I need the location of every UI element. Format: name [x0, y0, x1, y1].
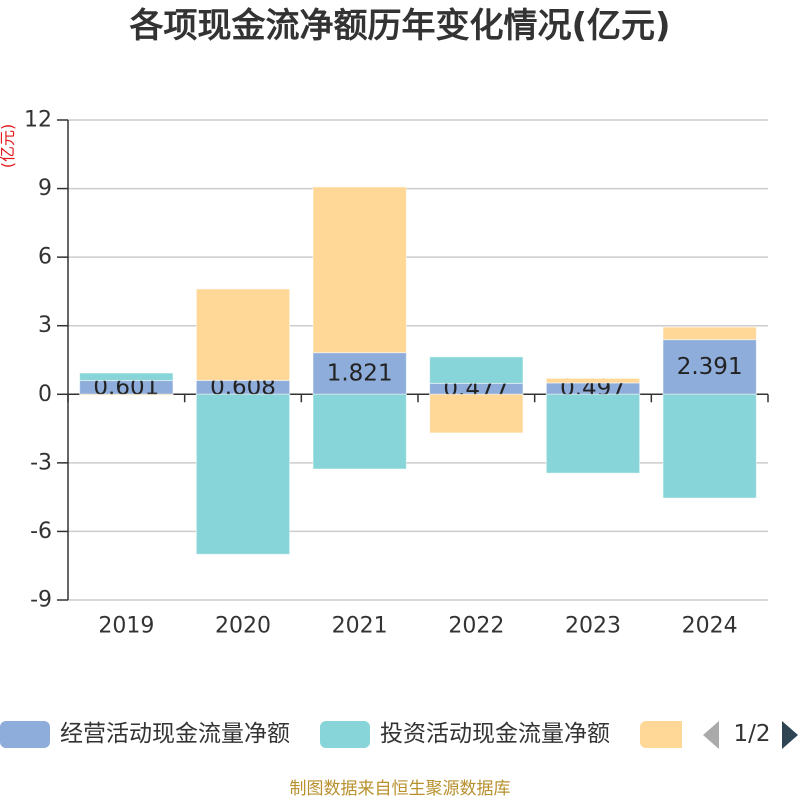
- legend-item-financing[interactable]: [640, 721, 682, 748]
- bar: [312, 393, 407, 470]
- bar: [662, 393, 757, 499]
- y-tick-label: -6: [30, 519, 52, 544]
- legend-prev-page-icon[interactable]: [702, 720, 720, 750]
- bar: [545, 377, 641, 384]
- x-tick-label: 2021: [332, 614, 388, 639]
- x-tick-label: 2020: [215, 614, 271, 639]
- bar: [195, 288, 291, 381]
- bar: [662, 326, 757, 341]
- x-axis: 2019 2020 2021 2022 2023 2024: [67, 393, 769, 639]
- y-axis: 12 9 6 3 0 -3 -6 -9: [24, 108, 69, 613]
- x-tick-label: 2019: [98, 614, 154, 639]
- bar-data-label: 1.821: [327, 360, 393, 386]
- bar: [195, 393, 291, 555]
- bar: [79, 393, 174, 396]
- y-tick-label: 9: [38, 176, 52, 201]
- y-tick-label: 12: [24, 108, 52, 133]
- y-tick-label: -9: [30, 588, 52, 613]
- x-tick-label: 2024: [682, 614, 738, 639]
- stacked-bar-chart: 2019 2020 2021 2022 2023 2024 0.601 0.6081.821…: [24, 108, 769, 639]
- x-tick-label: 2022: [448, 614, 504, 639]
- legend-swatch-operating: [0, 721, 50, 748]
- bar: [429, 356, 524, 384]
- legend-next-page-icon[interactable]: [781, 720, 799, 750]
- y-tick-label: 0: [38, 382, 52, 407]
- bar: [79, 372, 174, 382]
- bar: [429, 393, 524, 434]
- legend-swatch-financing: [640, 721, 682, 748]
- y-tick-label: -3: [30, 450, 52, 475]
- bar-series-1: [79, 356, 757, 555]
- bar-series-2: [79, 186, 757, 434]
- gridlines: [68, 119, 768, 601]
- y-tick-label: 6: [38, 245, 52, 270]
- legend-page-indicator: 1/2: [733, 721, 771, 747]
- y-tick-label: 3: [38, 313, 52, 338]
- legend-label-investing: 投资活动现金流量净额: [380, 721, 610, 747]
- bar: [312, 186, 407, 354]
- legend-label-operating: 经营活动现金流量净额: [60, 721, 290, 747]
- bar: [545, 393, 641, 474]
- legend-swatch-investing: [320, 721, 370, 748]
- chart-title: 各项现金流净额历年变化情况(亿元): [129, 6, 671, 46]
- bar: [662, 339, 757, 395]
- data-source-footer: 制图数据来自恒生聚源数据库: [289, 779, 511, 799]
- x-tick-label: 2023: [565, 614, 621, 639]
- bar-data-label: 2.391: [677, 354, 743, 380]
